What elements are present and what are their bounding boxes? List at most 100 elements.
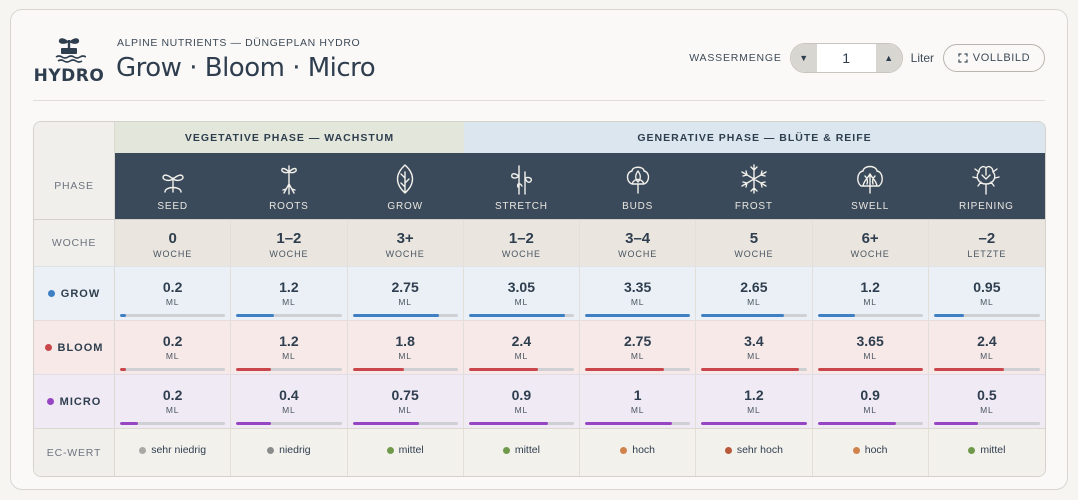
ec-value: niedrig [279,444,311,456]
increment-button[interactable]: ▲ [875,44,902,72]
micro-dose-cell: 1 ML [580,375,697,428]
table-corner [34,122,115,153]
week-value: 5 [749,230,759,247]
ec-indicator: mittel [929,444,1045,456]
ml-unit: ML [165,405,180,415]
micro-dose-value: 0.9 [860,387,880,403]
week-value: 1–2 [508,230,534,247]
grow-dose-value: 3.05 [507,279,535,295]
grow-dose-value: 2.75 [391,279,419,295]
page-title: Grow · Bloom · Micro [116,53,376,83]
grow-dose-value: 2.65 [740,279,768,295]
seedling-icon [115,162,230,196]
micro-dose-bar [701,422,807,425]
micro-dose-bar-fill [468,422,548,425]
bloom-dose-value: 2.4 [511,333,532,349]
ec-indicator: mittel [348,444,463,456]
micro-dose-bar-fill [120,422,138,425]
grow-dose-value: 1.2 [860,279,880,295]
ec-cell: hoch [813,429,929,476]
micro-dose-cell: 0.9 ML [813,375,929,428]
micro-dose-bar [933,422,1040,425]
week-unit: WOCHE [501,249,541,259]
micro-dose-value: 1 [633,387,642,403]
grow-dose-cell: 2.65 ML [696,267,813,320]
grow-dose-cell: 1.2 ML [231,267,348,320]
week-unit: WOCHE [269,249,309,259]
week-cell: 6+ WOCHE [812,220,929,266]
bloom-dose-bar [701,368,807,371]
grow-dose-bar [236,314,342,317]
grow-dose-bar [585,314,691,317]
micro-dose-bar [817,422,923,425]
fullscreen-button[interactable]: VOLLBILD [943,44,1045,72]
ec-value: hoch [632,444,656,456]
ml-unit: ML [747,351,761,361]
ec-cell: sehr hoch [696,429,813,476]
phase-name: BUDS [622,201,654,212]
micro-dose-bar [236,422,342,425]
phase-cell: STRETCH [463,153,580,219]
phase-name: ROOTS [269,201,309,212]
ml-unit: ML [747,405,761,415]
grow-dose-bar [701,314,807,317]
bloom-dose-value: 2.75 [624,333,652,349]
bloom-dose-bar-fill [236,368,271,371]
water-amount-control: WASSERMENGE ▼ 1 ▲ Liter [689,43,934,73]
ml-unit: ML [398,405,412,415]
bloom-label-text: BLOOM [57,341,104,354]
decrement-button[interactable]: ▼ [790,44,817,72]
micro-dose-cell: 0.4 ML [231,375,348,428]
water-amount-input[interactable]: 1 [842,50,851,66]
grow-dose-cell: 1.2 ML [813,267,929,320]
ec-dot [968,446,976,454]
phase-row-label: PHASE [34,153,115,219]
week-value: 1–2 [276,230,302,247]
week-cell: 5 WOCHE [696,220,813,266]
water-unit-label: Liter [910,51,934,65]
micro-dose-bar [352,422,458,425]
grow-dose-bar-fill [817,314,856,317]
header-divider [33,100,1045,101]
grow-row-label: GROW [34,267,115,320]
grow-dose-bar-fill [701,314,785,317]
bloom-dose-value: 1.2 [279,333,299,349]
stretch-icon [464,162,579,196]
micro-dose-cell: 0.9 ML [464,375,580,428]
bloom-dose-cell: 1.2 ML [231,321,348,374]
grow-dose-bar [120,314,226,317]
phase-cell: SWELL [812,153,929,219]
grow-dose-value: 0.95 [973,279,1001,295]
micro-dose-bar-fill [701,422,807,425]
phase-cell: SEED [115,153,232,219]
ec-cell: mittel [464,429,580,476]
bloom-dose-bar-fill [352,368,405,371]
ec-indicator: hoch [580,444,695,456]
ec-indicator: mittel [464,444,579,456]
phase-name: SEED [157,201,188,212]
micro-dot [46,398,54,405]
ml-unit: ML [282,297,296,307]
week-value: 6+ [861,230,879,247]
phase-name: SWELL [851,201,890,212]
micro-dose-value: 0.75 [391,387,419,403]
bloom-dose-bar [236,368,342,371]
ec-row-label: EC-WERT [34,429,115,476]
bloom-dose-bar [468,368,574,371]
week-unit: WOCHE [618,249,658,259]
ml-unit: ML [398,297,412,307]
grow-dose-value: 1.2 [279,279,299,295]
micro-label-text: MICRO [59,395,102,408]
micro-dose-value: 0.4 [279,387,299,403]
ec-dot [139,446,147,454]
ml-unit: ML [514,351,529,361]
bloom-dose-cell: 0.2 ML [115,321,232,374]
week-cell: 1–2 WOCHE [463,220,580,266]
ml-unit: ML [863,351,877,361]
bloom-dose-value: 3.4 [744,333,764,349]
ec-value: sehr hoch [736,444,783,456]
bloom-dose-bar-fill [817,368,923,371]
micro-dose-value: 0.5 [977,387,997,403]
ec-value: hoch [864,444,888,456]
bloom-dose-cell: 2.75 ML [580,321,697,374]
